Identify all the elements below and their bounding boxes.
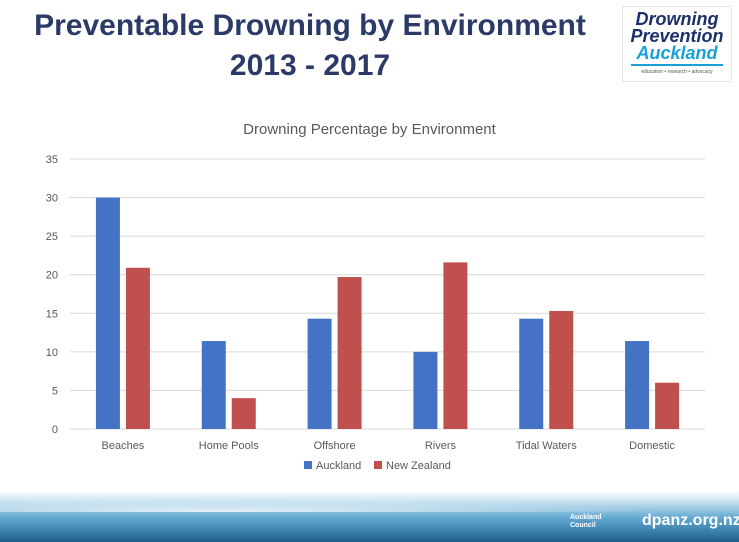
y-tick-label: 5 [52, 385, 58, 397]
x-tick-label: Offshore [314, 440, 356, 452]
slide-title: Preventable Drowning by Environment 2013… [0, 8, 620, 84]
bar-auckland [95, 197, 120, 429]
website-url: dpanz.org.nz [642, 512, 739, 529]
y-tick-label: 10 [46, 347, 58, 359]
bar-new-zealand [549, 310, 574, 429]
logo-tagline: education • research • advocacy [641, 69, 713, 75]
legend-label: Auckland [316, 460, 361, 472]
y-tick-label: 0 [52, 424, 58, 436]
footer-wave-banner [0, 490, 739, 542]
legend-label: New Zealand [386, 460, 451, 472]
bar-new-zealand [337, 277, 362, 429]
bar-auckland [625, 341, 650, 429]
y-tick-label: 15 [46, 308, 58, 320]
chart-title: Drowning Percentage by Environment [243, 121, 496, 138]
legend-swatch [374, 461, 382, 469]
slide-title-line1: Preventable Drowning by Environment [34, 9, 586, 42]
y-tick-label: 25 [46, 231, 58, 243]
drowning-prevention-auckland-logo: Drowning Prevention Auckland education •… [622, 6, 732, 82]
logo-word-2: Prevention [630, 26, 724, 46]
bar-new-zealand [443, 262, 468, 429]
council-logo-line1: Auckland [570, 514, 602, 521]
bar-new-zealand [231, 398, 256, 429]
y-tick-label: 35 [46, 154, 58, 166]
bar-new-zealand [125, 267, 150, 429]
y-tick-label: 30 [46, 193, 58, 205]
slide-title-line2: 2013 - 2017 [229, 49, 391, 82]
logo-word-1: Drowning [635, 9, 719, 29]
council-logo-line2: Council [570, 522, 596, 529]
bar-auckland [307, 318, 332, 429]
logo-word-3: Auckland [636, 43, 718, 63]
bar-auckland [413, 351, 438, 429]
x-tick-label: Beaches [102, 440, 145, 452]
y-tick-label: 20 [46, 270, 58, 282]
logo-underline [631, 64, 723, 66]
wave-highlight [0, 498, 739, 512]
x-tick-label: Domestic [629, 440, 675, 452]
x-tick-label: Home Pools [199, 440, 259, 452]
bar-auckland [201, 341, 226, 429]
x-tick-label: Rivers [425, 440, 457, 452]
bar-new-zealand [655, 382, 680, 429]
legend-swatch [304, 461, 312, 469]
bar-chart: 0 5 10 15 20 25 30 35 Beaches Home Pools Offshore R… [46, 154, 705, 472]
x-tick-label: Tidal Waters [516, 440, 577, 452]
auckland-council-logo: Auckland Council [570, 514, 630, 536]
bar-auckland [519, 318, 544, 429]
